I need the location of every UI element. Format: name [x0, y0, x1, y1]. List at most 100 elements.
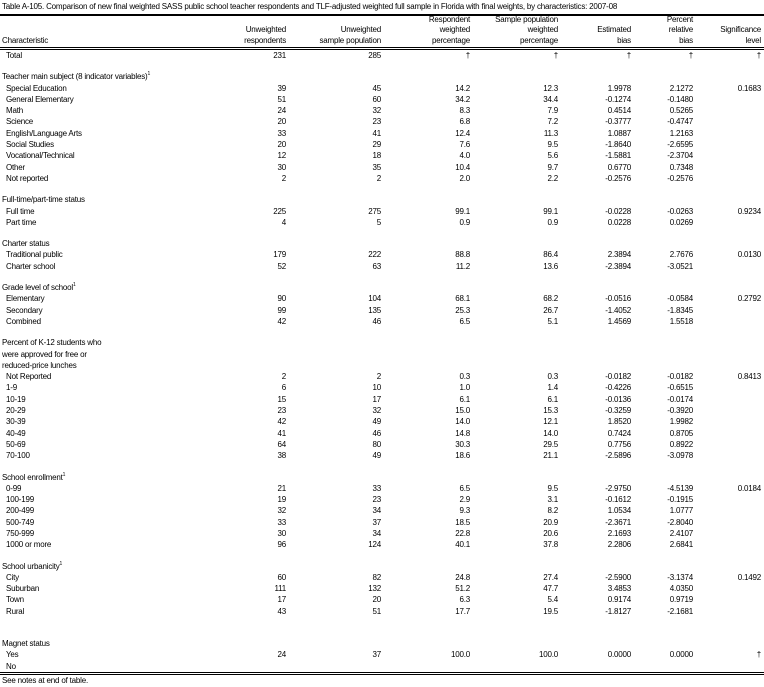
column-header-line: Sample population [495, 14, 558, 24]
cell-value: 99 [277, 305, 287, 315]
table-row: Not Reported 2 2 0.3 0.3 -0.0182 -0.0182 0.8413 [0, 371, 764, 382]
column-header: Estimated bias [597, 25, 631, 46]
cell-value: 34 [372, 506, 382, 516]
cell-value: 34.4 [543, 94, 558, 104]
cell-value: † [553, 51, 558, 60]
row-label: Traditional public [6, 250, 63, 260]
cell-value: -0.0182 [605, 372, 631, 382]
cell-value: 99.1 [543, 206, 558, 216]
cell-value: 33 [277, 128, 287, 138]
row-label: Yes [6, 650, 19, 660]
table-row: English/Language Arts 33 41 12.4 11.3 1.0887 1… [0, 128, 764, 139]
table-row: 200-499 32 34 9.3 8.2 1.0534 1.0777 [0, 505, 764, 516]
column-header-line: Significance [720, 25, 761, 35]
cell-value: 37 [372, 517, 382, 527]
cell-value: 64 [277, 439, 287, 449]
column-header-line: Unweighted [340, 25, 381, 35]
cell-value: 100.0 [538, 650, 558, 660]
cell-value: 32 [372, 406, 382, 416]
cell-value: 15.3 [543, 406, 558, 416]
table-row: Total 231 285 † † † † † [0, 50, 764, 61]
table-header: Characteristic Unweighted respondents Unwei… [0, 14, 764, 50]
cell-value: 18.6 [455, 451, 470, 461]
cell-value: -0.6515 [667, 383, 693, 393]
cell-value: -0.0174 [667, 394, 693, 404]
table-row: Not reported 2 2 2.0 2.2 -0.2576 -0.2576 [0, 173, 764, 184]
cell-value: † [465, 51, 470, 60]
cell-value: 2 [281, 173, 286, 183]
cell-value: 0.0184 [737, 483, 761, 493]
section-heading: Full-time/part-time status [0, 194, 764, 205]
cell-value: 2.4107 [669, 528, 693, 538]
cell-value: 2 [376, 173, 381, 183]
cell-value: -4.5139 [667, 483, 693, 493]
table-row: Vocational/Technical 12 18 4.0 5.6 -1.5881 -2.… [0, 150, 764, 161]
table-row: Elementary 90 104 68.1 68.2 -0.0516 -0.0584 0.2… [0, 293, 764, 304]
cell-value: 6 [281, 383, 286, 393]
row-label: Not reported [6, 173, 49, 183]
footnote-marker: 1 [147, 71, 151, 78]
cell-value: 51 [277, 94, 287, 104]
cell-value: 42 [277, 316, 287, 326]
cell-value: 8.3 [459, 106, 470, 116]
table-row: 10-19 15 17 6.1 6.1 -0.0136 -0.0174 [0, 394, 764, 405]
table-row: 50-69 64 80 30.3 29.5 0.7756 0.8922 [0, 439, 764, 450]
column-header: Characteristic [2, 36, 48, 46]
cell-value: 41 [372, 128, 382, 138]
cell-value: 34 [372, 528, 382, 538]
cell-value: 82 [372, 572, 382, 582]
cell-value: 1.2163 [669, 128, 693, 138]
row-label: 0-99 [6, 483, 22, 493]
table-row: Part time 4 5 0.9 0.9 0.0228 0.0269 [0, 217, 764, 228]
row-label: 50-69 [6, 439, 26, 449]
row-label: 1000 or more [6, 540, 52, 550]
column-header: Unweighted respondents [244, 25, 286, 46]
cell-value: -0.2576 [605, 173, 631, 183]
cell-value: 0.3 [459, 372, 470, 382]
cell-value: 231 [273, 51, 286, 60]
column-header: Respondent weighted percentage [429, 15, 470, 46]
table-row: City 60 82 24.8 27.4 -2.5900 -3.1374 0.1492 [0, 572, 764, 583]
cell-value: 15.0 [455, 406, 470, 416]
cell-value: 6.1 [459, 394, 470, 404]
cell-value: 40.1 [455, 540, 470, 550]
cell-value: 12.4 [455, 128, 470, 138]
cell-value: -0.3259 [605, 406, 631, 416]
row-label: Math [6, 106, 23, 116]
row-label: General Elementary [6, 94, 74, 104]
cell-value: 15 [277, 394, 287, 404]
cell-value: 0.8922 [669, 439, 693, 449]
cell-value: 24.8 [455, 572, 470, 582]
row-label: 30-39 [6, 417, 26, 427]
row-label: 20-29 [6, 406, 26, 416]
cell-value: 2 [281, 372, 286, 382]
cell-value: 5.1 [547, 316, 558, 326]
cell-value: 5.6 [547, 151, 558, 161]
table-row: 500-749 33 37 18.5 20.9 -2.3671 -2.8040 [0, 517, 764, 528]
cell-value: 39 [277, 83, 287, 93]
cell-value: 1.5518 [669, 316, 693, 326]
table-row: 100-199 19 23 2.9 3.1 -0.1612 -0.1915 [0, 494, 764, 505]
table-row: Town 17 20 6.3 5.4 0.9174 0.9719 [0, 594, 764, 605]
cell-value: 41 [277, 428, 287, 438]
cell-value: 37 [372, 650, 382, 660]
cell-value: -0.0228 [605, 206, 631, 216]
cell-value: -0.2576 [667, 173, 693, 183]
cell-value: 21.1 [543, 451, 558, 461]
cell-value: 68.2 [543, 294, 558, 304]
cell-value: 100.0 [450, 650, 470, 660]
table-row: 70-100 38 49 18.6 21.1 -2.5896 -3.0978 [0, 450, 764, 461]
cell-value: -0.4747 [667, 117, 693, 127]
cell-value: -2.5900 [605, 572, 631, 582]
cell-value: 46 [372, 428, 382, 438]
cell-value: 104 [368, 294, 381, 304]
cell-value: 0.7424 [607, 428, 631, 438]
cell-value: -0.0584 [667, 294, 693, 304]
cell-value: -1.5881 [605, 151, 631, 161]
column-header: Percent relative bias [667, 15, 693, 46]
table-row: Social Studies 20 29 7.6 9.5 -1.8640 -2.6595 [0, 139, 764, 150]
footnote-marker: 1 [62, 471, 66, 478]
cell-value: 14.0 [455, 417, 470, 427]
cell-value: 4.0350 [669, 584, 693, 594]
cell-value: 135 [368, 305, 381, 315]
